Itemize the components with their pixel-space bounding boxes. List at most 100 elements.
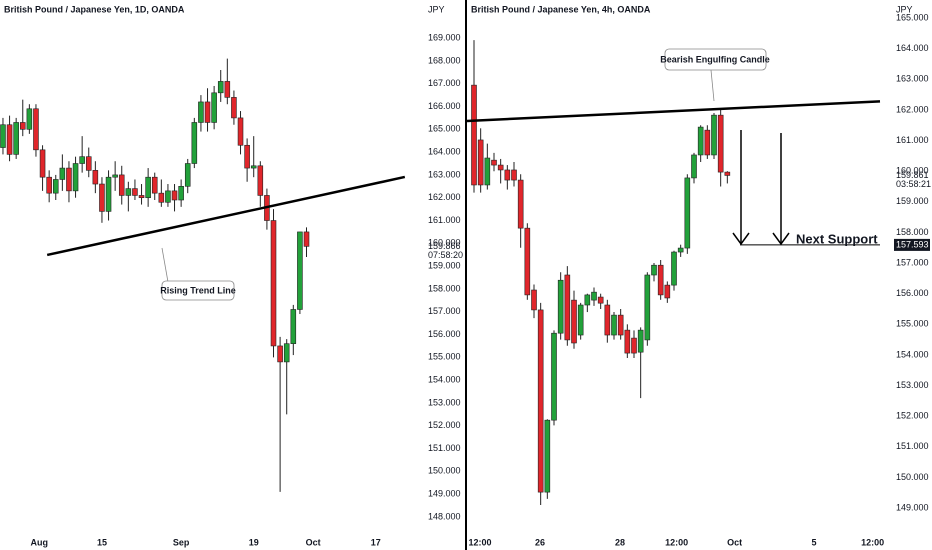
candle-body [671, 251, 677, 286]
last-price: 159.861 [896, 170, 929, 180]
candle-body [511, 169, 517, 181]
x-tick-label: 12:00 [468, 537, 491, 547]
candle-body [577, 304, 584, 336]
candle-body [504, 169, 511, 181]
x-tick-label: 15 [97, 537, 107, 547]
candle-body [244, 144, 250, 169]
candle-body [85, 156, 92, 171]
y-tick-label: 160.000 [428, 238, 461, 248]
x-tick-label: 26 [535, 537, 545, 547]
candle-body [471, 84, 477, 186]
y-tick-label: 155.000 [896, 319, 929, 329]
y-tick-label: 151.000 [896, 441, 929, 451]
candle-body [92, 170, 99, 185]
y-tick-label: 154.000 [896, 349, 929, 359]
chart-title: British Pound / Japanese Yen, 1D, OANDA [4, 4, 185, 14]
candle-body [72, 163, 79, 192]
candle-body [0, 124, 6, 148]
candle-body [105, 176, 112, 212]
candle-body [551, 332, 557, 421]
support-price: 157.593 [896, 239, 929, 249]
x-tick-label: Oct [727, 537, 742, 547]
y-tick-label: 164.000 [428, 146, 461, 156]
candle-body [604, 304, 611, 336]
y-tick-label: 151.000 [428, 443, 461, 453]
y-tick-label: 154.000 [428, 375, 461, 385]
y-tick-label: 164.000 [896, 43, 929, 53]
candle-body [171, 190, 178, 201]
y-tick-label: 169.000 [428, 32, 461, 42]
candle-body [178, 186, 184, 201]
candle-body [118, 174, 125, 196]
x-tick-label: 5 [811, 537, 816, 547]
candle-body [297, 231, 303, 310]
support-label: Next Support [796, 231, 878, 246]
x-tick-label: Sep [173, 537, 190, 547]
candle-body [637, 329, 644, 353]
candle-body [484, 157, 491, 186]
candle-body [283, 343, 290, 363]
candle-body [191, 122, 198, 164]
chart-title: British Pound / Japanese Yen, 4h, OANDA [471, 4, 651, 14]
candle-body [217, 81, 224, 94]
candle-body [544, 419, 551, 493]
candle-body [557, 279, 564, 334]
y-tick-label: 158.000 [428, 283, 461, 293]
candle-body [724, 171, 731, 176]
y-tick-label: 161.000 [428, 215, 461, 225]
candle-body [491, 159, 497, 166]
annotation: Rising Trend Line [160, 285, 236, 295]
candle-body [231, 97, 237, 119]
y-tick-label: 161.000 [896, 135, 929, 145]
candle-body [151, 176, 158, 194]
x-tick-label: 12:00 [861, 537, 884, 547]
candle-body [591, 291, 597, 301]
candle-body [711, 114, 717, 156]
y-tick-label: 162.000 [428, 192, 461, 202]
candle-body [477, 139, 484, 186]
y-tick-label: 152.000 [428, 420, 461, 430]
y-tick-label: 156.000 [428, 329, 461, 339]
y-tick-label: 163.000 [896, 74, 929, 84]
candle-body [112, 174, 118, 178]
candle-body [224, 81, 231, 98]
candle-body [204, 101, 211, 123]
y-tick-label: 166.000 [428, 101, 461, 111]
candle-body [717, 114, 724, 173]
candle-body [564, 274, 571, 341]
y-tick-label: 150.000 [896, 472, 929, 482]
y-tick-label: 160.000 [896, 166, 929, 176]
candle-body [99, 183, 105, 212]
candle-body [277, 345, 283, 363]
y-tick-label: 153.000 [428, 397, 461, 407]
y-tick-label: 153.000 [896, 380, 929, 390]
candle-body [664, 284, 671, 299]
y-tick-label: 167.000 [428, 78, 461, 88]
trend-line [466, 100, 881, 123]
candle-body [617, 314, 624, 336]
candle-body [66, 167, 72, 192]
last-price: 159.866 [428, 241, 461, 251]
x-tick-label: 28 [615, 537, 625, 547]
candle-body [497, 164, 504, 171]
candle-body [631, 337, 637, 354]
countdown: 07:58:20 [428, 250, 463, 260]
candle-body [571, 299, 577, 344]
candle-body [19, 122, 26, 130]
candle-body [584, 294, 591, 306]
candle-body [524, 227, 531, 296]
candle-body [250, 165, 257, 169]
candle-body [52, 179, 59, 194]
candle-body [6, 124, 13, 155]
support-price-box [894, 238, 930, 251]
candle-body [211, 92, 217, 123]
candle-body [691, 154, 697, 179]
y-unit: JPY [428, 4, 445, 14]
y-tick-label: 165.000 [896, 12, 929, 22]
y-tick-label: 159.000 [896, 196, 929, 206]
x-tick-label: Oct [306, 537, 321, 547]
y-tick-label: 149.000 [428, 489, 461, 499]
y-tick-label: 168.000 [428, 55, 461, 65]
x-tick-label: 12:00 [665, 537, 688, 547]
